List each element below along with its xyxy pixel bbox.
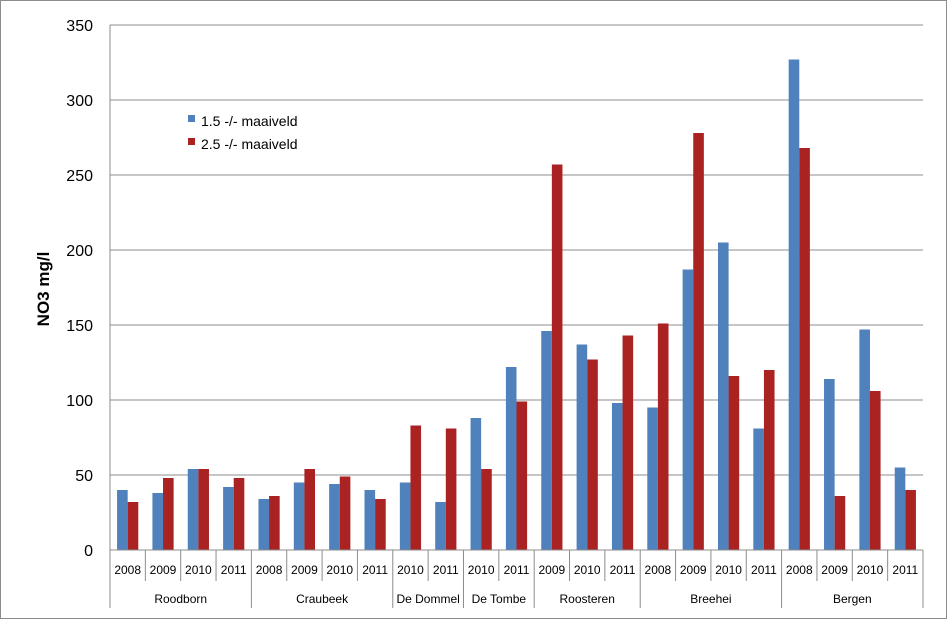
bar-series-1 [152, 493, 164, 550]
bar-series-1 [753, 428, 764, 550]
gridlines [110, 24, 923, 476]
x-tick-label-year: 2010 [185, 563, 212, 577]
bar-series-1 [399, 482, 411, 550]
x-tick-label-year: 2010 [857, 563, 884, 577]
bar-series-1 [541, 331, 552, 550]
x-tick-label-site: Bergen [833, 592, 872, 606]
bar-series-1 [293, 482, 305, 550]
legend: 1.5 -/- maaiveld 2.5 -/- maaiveld [188, 113, 297, 152]
bar-series-1 [505, 367, 517, 550]
legend-swatch-series-2 [188, 138, 195, 145]
x-tick-label-year: 2011 [362, 563, 388, 577]
x-tick-label-year: 2008 [645, 563, 672, 577]
bar-series-2 [869, 391, 881, 550]
x-tick-label-site: Breehei [690, 592, 731, 606]
x-tick-label-year: 2009 [821, 563, 848, 577]
x-tick-label-year: 2008 [114, 563, 141, 577]
y-tick-label: 50 [75, 468, 93, 485]
axes: 0 50 100 150 200 250 300 350 2008 2009 2010 2011 Roo… [66, 18, 924, 608]
x-tick-label-year: 2008 [256, 563, 283, 577]
x-tick-label-year: 2010 [715, 563, 742, 577]
bar-series-1 [824, 379, 835, 550]
x-tick-label-site: De Dommel [396, 592, 459, 606]
bar-series-2 [587, 359, 598, 550]
bar-series-2 [339, 476, 351, 550]
bar-series-1 [187, 469, 199, 550]
bar-series-1 [329, 484, 340, 550]
bars [117, 59, 916, 550]
bar-series-2 [693, 133, 704, 550]
bar-series-1 [576, 344, 588, 550]
x-tick-label-site: De Tombe [472, 592, 527, 606]
bar-series-2 [516, 401, 528, 550]
x-tick-label-year: 2010 [397, 563, 424, 577]
bar-series-2 [763, 370, 775, 550]
y-tick-label: 150 [66, 318, 93, 335]
bar-series-2 [834, 496, 846, 550]
bar-series-1 [435, 502, 446, 550]
x-tick-label-year: 2009 [538, 563, 565, 577]
bar-series-2 [269, 496, 280, 550]
y-tick-label: 250 [66, 168, 93, 185]
bar-series-1 [647, 407, 658, 550]
legend-swatch-series-1 [188, 115, 195, 122]
x-tick-label-site: Roodborn [154, 592, 207, 606]
x-tick-label-year: 2008 [786, 563, 813, 577]
bar-series-2 [905, 490, 916, 550]
bar-series-2 [622, 335, 634, 550]
y-tick-label: 300 [66, 93, 93, 110]
x-tick-label-year: 2011 [504, 563, 530, 577]
bar-series-2 [127, 502, 139, 550]
bar-series-1 [682, 269, 694, 550]
bar-series-2 [163, 478, 174, 550]
x-tick-label-year: 2009 [150, 563, 177, 577]
bar-series-2 [233, 478, 245, 550]
x-tick-label-year: 2011 [433, 563, 459, 577]
bar-series-1 [717, 242, 729, 550]
bar-series-2 [551, 164, 563, 550]
bar-series-2 [657, 323, 669, 550]
bar-series-1 [223, 487, 234, 550]
x-tick-label-year: 2011 [610, 563, 636, 577]
x-tick-label-year: 2010 [574, 563, 601, 577]
bar-series-1 [894, 467, 906, 550]
x-tick-label-year: 2009 [680, 563, 707, 577]
bar-series-1 [859, 329, 870, 550]
bar-series-2 [799, 148, 810, 550]
bar-series-2 [410, 425, 422, 550]
y-tick-label: 0 [84, 543, 93, 560]
legend-label-series-1: 1.5 -/- maaiveld [201, 113, 297, 129]
bar-series-2 [445, 428, 457, 550]
bar-series-1 [364, 490, 376, 550]
bar-series-2 [198, 469, 209, 550]
x-tick-label-year: 2010 [468, 563, 495, 577]
x-tick-label-year: 2009 [291, 563, 318, 577]
bar-series-2 [728, 376, 740, 550]
bar-series-2 [481, 469, 492, 550]
bar-series-1 [611, 403, 623, 550]
y-tick-label: 200 [66, 243, 93, 260]
bar-series-1 [470, 418, 482, 550]
x-tick-label-year: 2011 [892, 563, 918, 577]
bar-series-1 [117, 490, 128, 550]
bar-series-2 [304, 469, 316, 550]
x-tick-label-year: 2010 [326, 563, 353, 577]
x-tick-label-site: Roosteren [560, 592, 615, 606]
y-axis-title: NO3 mg/l [34, 252, 53, 327]
x-tick-label-site: Craubeek [296, 592, 349, 606]
y-tick-label: 350 [66, 18, 93, 35]
bar-series-1 [788, 59, 800, 550]
bar-series-2 [375, 499, 386, 550]
x-tick-label-year: 2011 [751, 563, 777, 577]
bar-series-1 [258, 499, 270, 550]
legend-label-series-2: 2.5 -/- maaiveld [201, 136, 297, 152]
y-tick-label: 100 [66, 393, 93, 410]
x-tick-label-year: 2011 [221, 563, 247, 577]
